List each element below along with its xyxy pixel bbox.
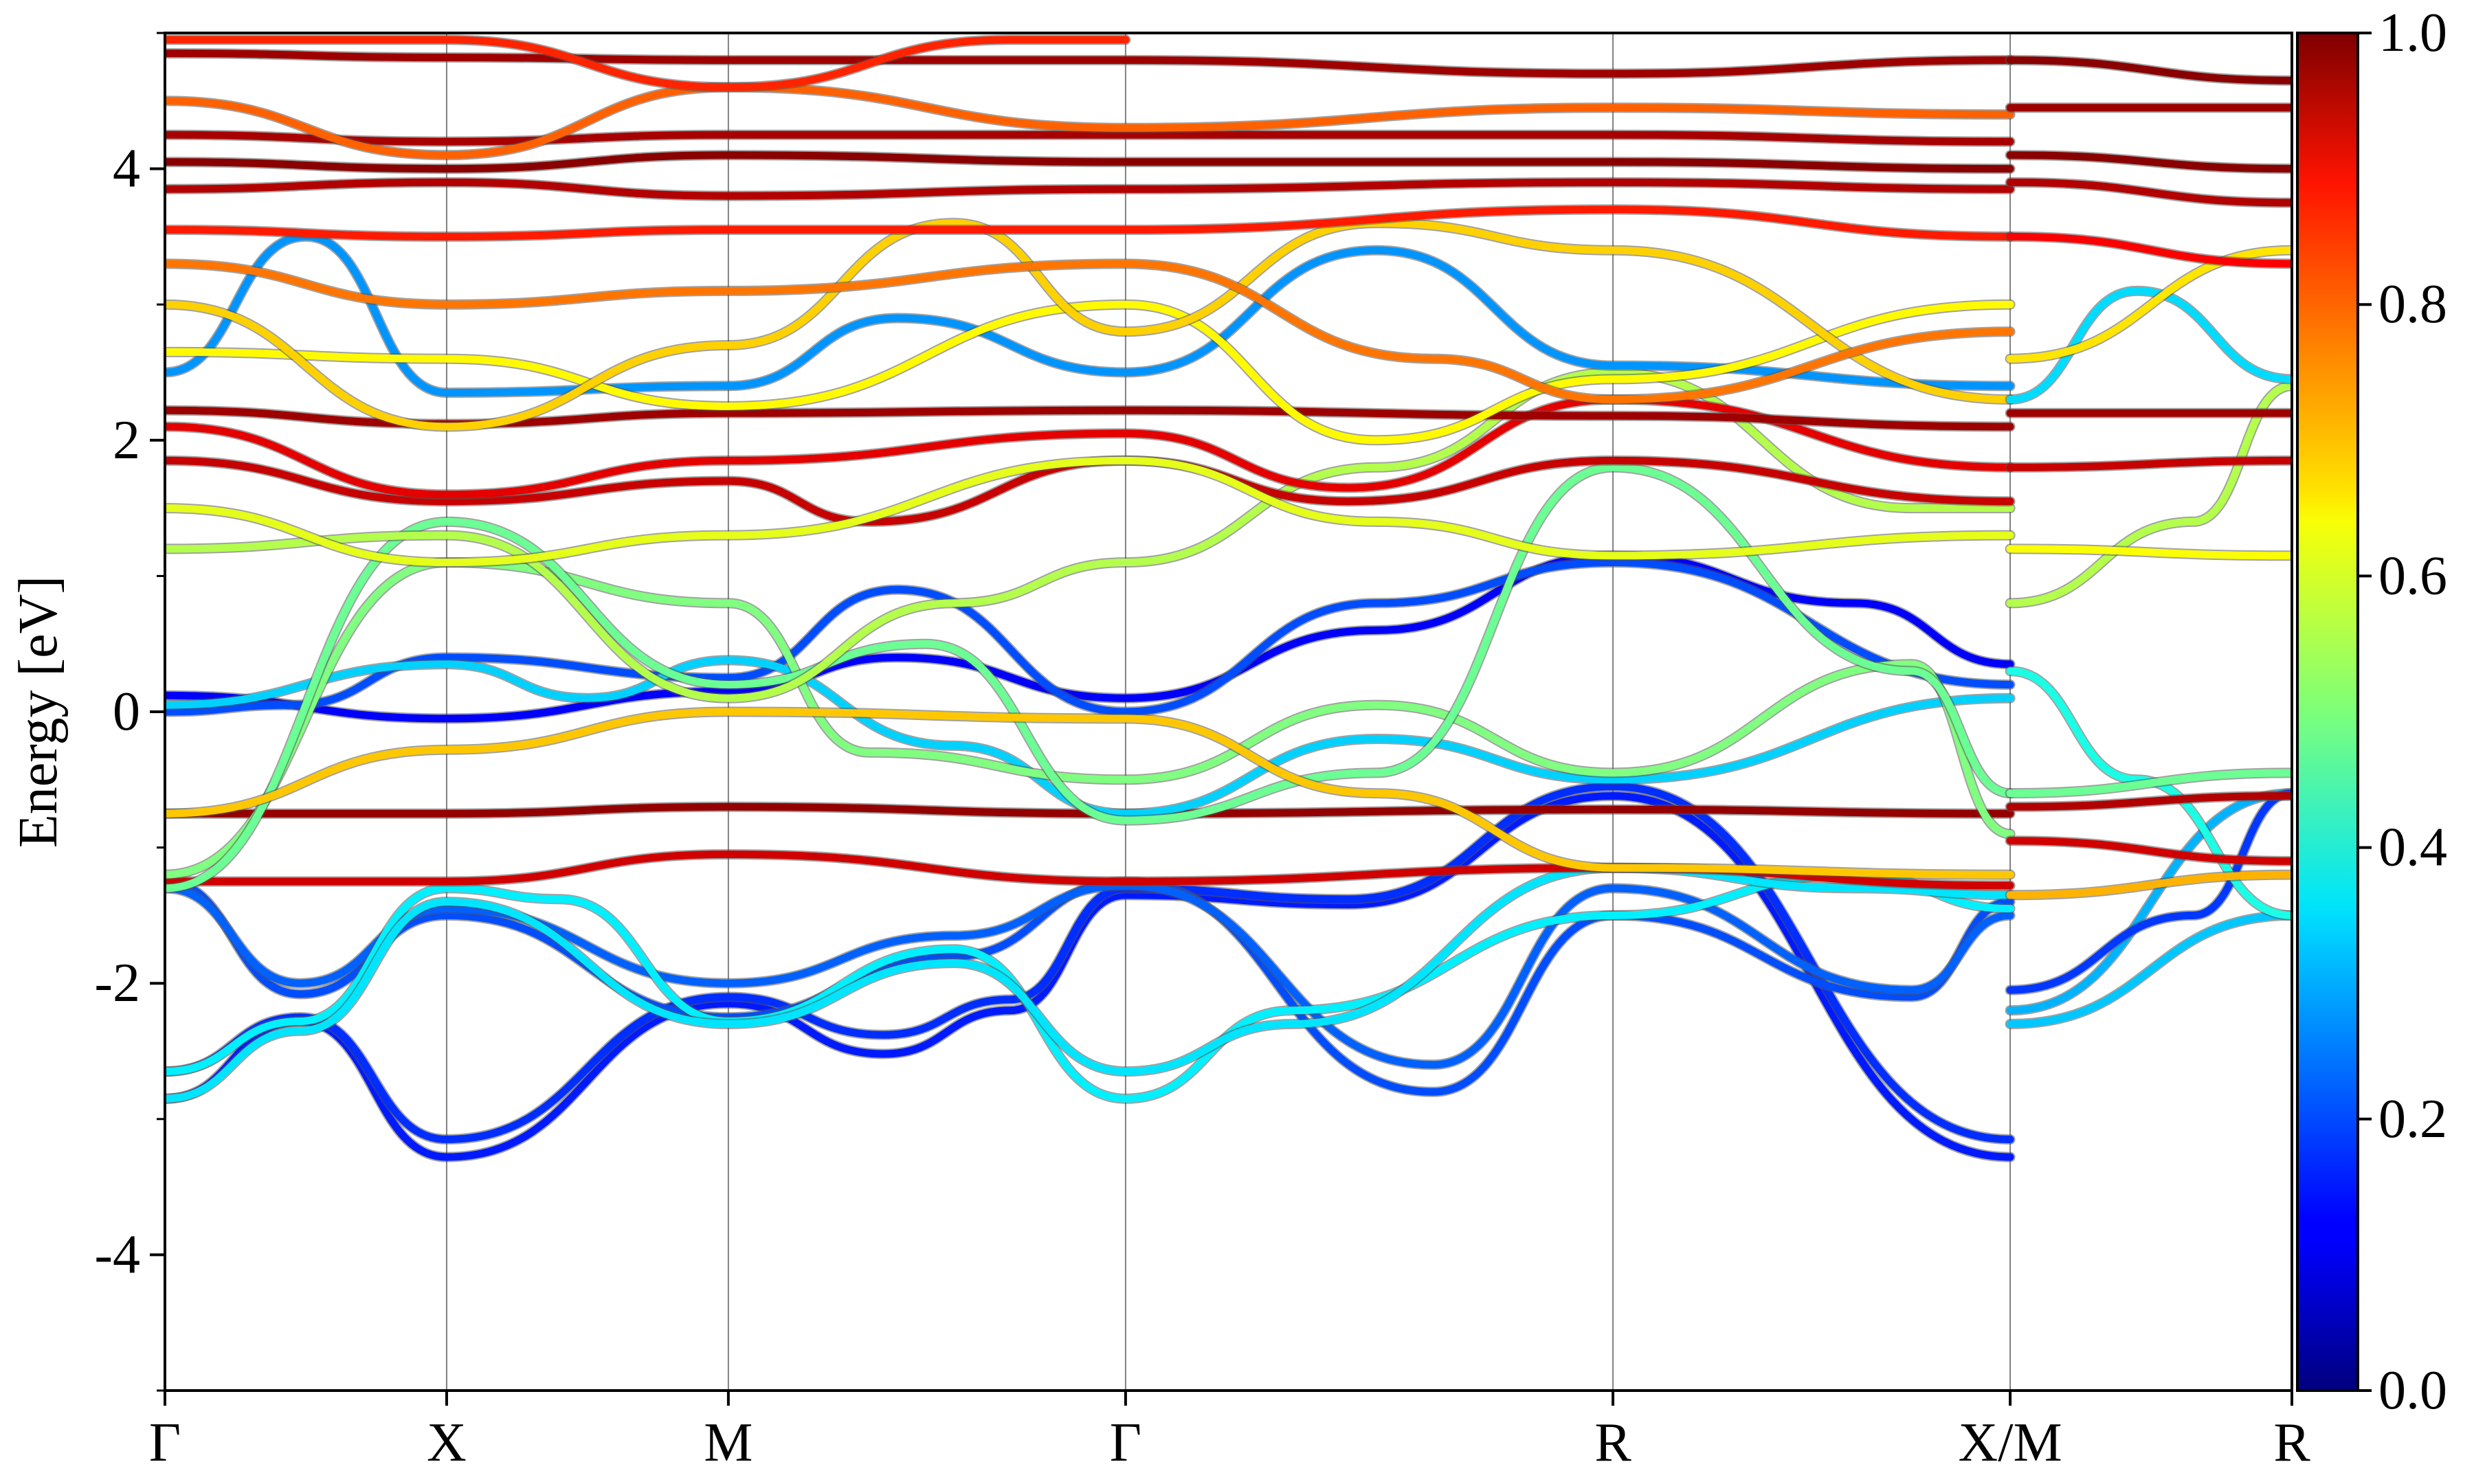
colorbar (2296, 32, 2359, 1392)
y-tick-label: 4 (113, 139, 140, 199)
band-line (165, 49, 2014, 78)
colorbar-tick-label: 0.0 (2378, 1360, 2447, 1421)
colorbar-tick-label: 0.4 (2378, 818, 2447, 878)
y-tick-label: 0 (113, 682, 140, 742)
band-line (2006, 456, 2292, 471)
x-tick-label: X/M (1958, 1413, 2062, 1473)
y-tick-label: -4 (94, 1224, 140, 1285)
band-line (165, 870, 2014, 1103)
band-line (165, 456, 2014, 526)
band-line (2006, 232, 2292, 268)
x-tick-label: M (704, 1413, 753, 1473)
band-line (165, 792, 2014, 1161)
y-tick-label: -2 (94, 953, 140, 1013)
band-line (165, 232, 2014, 397)
band-line (2006, 789, 2292, 994)
y-axis-ticks: 4 2 0 -2 -4 (94, 32, 165, 1392)
colorbar-tick-label: 0.6 (2378, 546, 2447, 606)
x-tick-label: X (427, 1413, 467, 1473)
band-line (2006, 870, 2292, 899)
band-line (2006, 545, 2292, 560)
band-line (2006, 837, 2292, 865)
band-line (2006, 792, 2292, 811)
band-line (165, 151, 2014, 173)
band-line (165, 656, 2014, 818)
x-axis-ticks: Γ X M Γ R X/M R (149, 1391, 2310, 1473)
x-tick-label: R (1594, 1413, 1631, 1473)
y-tick-label: 2 (113, 410, 140, 471)
x-tick-label: R (2273, 1413, 2310, 1473)
band-line (165, 463, 2014, 892)
band-line (165, 36, 1130, 91)
band-line (165, 802, 2014, 818)
band-line (2006, 246, 2292, 363)
band-line (2006, 789, 2292, 1015)
colorbar-ticks: 1.0 0.8 0.6 0.4 0.2 0.0 (2358, 3, 2447, 1421)
band-line (2006, 56, 2292, 85)
band-lines (165, 34, 2292, 1162)
band-outline (165, 455, 2016, 568)
band-line (165, 178, 2014, 200)
band-line (165, 300, 2014, 445)
x-tick-label: Γ (149, 1413, 181, 1473)
band-outline (165, 258, 2016, 405)
band-line (165, 219, 2014, 431)
band-line (2006, 769, 2292, 798)
band-outline (2005, 381, 2292, 609)
band-line (165, 559, 2014, 716)
band-line (165, 260, 2014, 403)
colorbar-tick-label: 0.2 (2378, 1089, 2447, 1149)
colorbar-tick-label: 1.0 (2378, 3, 2447, 63)
y-axis-label: Energy [eV] (8, 576, 69, 848)
band-line (2006, 382, 2292, 607)
band-line (165, 456, 2014, 567)
band-line (2006, 667, 2292, 919)
band-line (2006, 178, 2292, 207)
band-line (165, 783, 2014, 1143)
band-line (165, 708, 2014, 879)
band-line (165, 205, 2014, 240)
band-line (165, 83, 2014, 159)
x-tick-label: Γ (1110, 1413, 1141, 1473)
colorbar-tick-label: 0.8 (2378, 274, 2447, 335)
band-line (2006, 286, 2292, 403)
band-line (2006, 911, 2292, 1028)
band-line (2006, 151, 2292, 173)
band-line (165, 131, 2014, 146)
